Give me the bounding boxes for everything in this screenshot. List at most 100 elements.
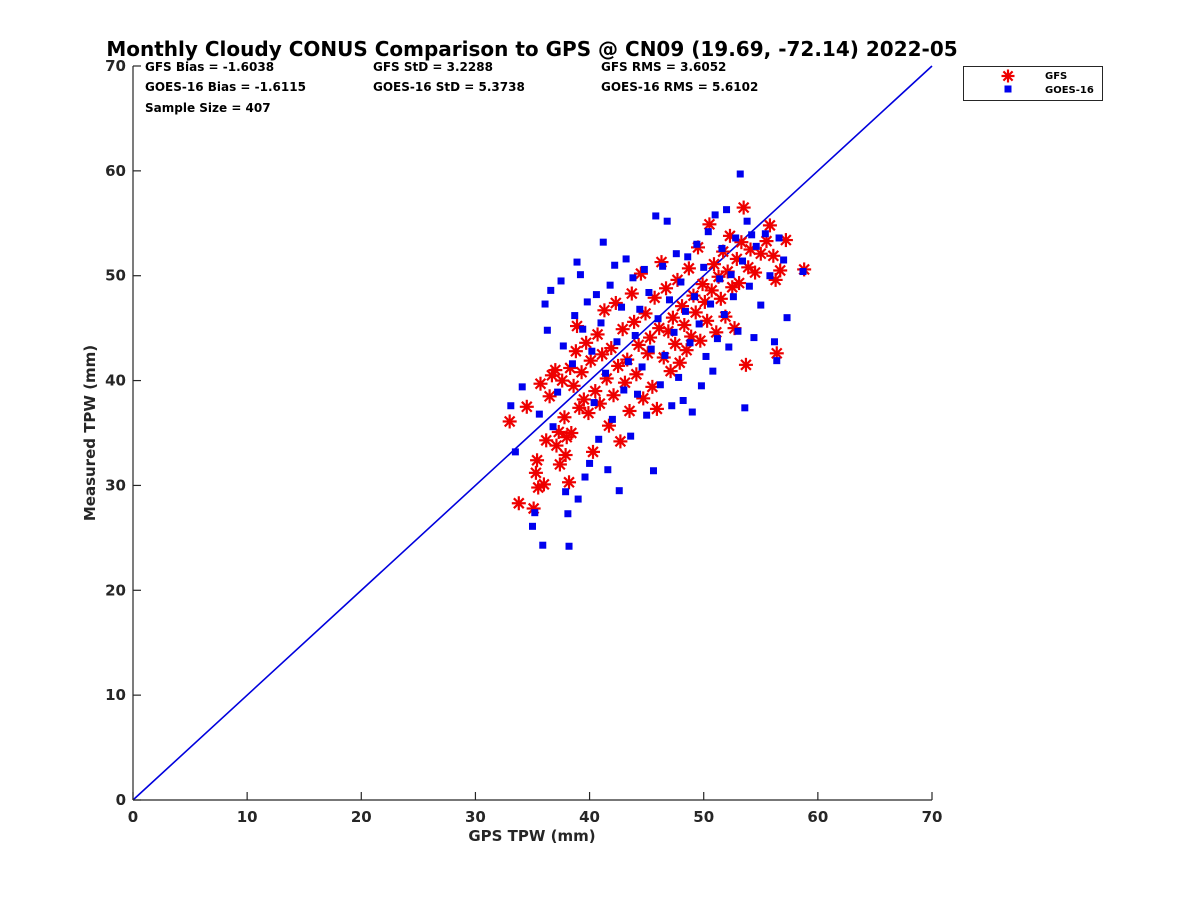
goes16-point [799, 268, 807, 276]
y-tick-label: 60 [105, 162, 126, 180]
x-tick-label: 40 [579, 808, 600, 826]
legend-gfs-marker [1001, 69, 1015, 83]
gfs-point [706, 257, 721, 272]
goes16-point [565, 542, 573, 550]
goes16-point [629, 274, 637, 282]
gfs-point [608, 295, 623, 310]
goes16-point [741, 404, 749, 412]
gfs-point [748, 265, 763, 280]
gfs-point [536, 477, 551, 492]
goes16-point [638, 363, 646, 371]
gfs-point [611, 358, 626, 373]
goes16-point [654, 315, 662, 323]
goes16-point [649, 467, 657, 475]
goes16-point [579, 325, 587, 333]
goes16-point [684, 253, 692, 261]
goes16-point [748, 231, 756, 239]
goes16-point [681, 307, 689, 315]
gfs-point [636, 391, 651, 406]
gfs-point [542, 389, 557, 404]
gfs-point [677, 317, 692, 332]
gfs-point [762, 218, 777, 233]
goes16-point [780, 256, 788, 264]
gfs-point [595, 347, 610, 362]
gfs-point [672, 355, 687, 370]
gfs-point [624, 286, 639, 301]
goes16-point [624, 358, 632, 366]
goes16-point [559, 342, 567, 350]
gfs-point [574, 365, 589, 380]
goes16-point [711, 211, 719, 219]
gfs-point [736, 200, 751, 215]
gfs-point [704, 283, 719, 298]
gfs-point [753, 246, 768, 261]
goes16-point [586, 459, 594, 467]
goes16-point [725, 343, 733, 351]
goes16-point [734, 327, 742, 335]
goes16-point [766, 272, 774, 280]
goes16-series [507, 170, 807, 550]
goes16-point [668, 402, 676, 410]
goes16-point [757, 301, 765, 309]
gfs-point [688, 305, 703, 320]
goes16-point [716, 275, 724, 283]
goes16-point [677, 278, 685, 286]
goes16-point [547, 286, 555, 294]
goes16-point [597, 319, 605, 327]
goes16-point [743, 217, 751, 225]
stat-label: GOES-16 Bias = -1.6115 [145, 80, 306, 94]
gfs-point [622, 403, 637, 418]
gfs-point [649, 401, 664, 416]
goes16-point [518, 383, 526, 391]
one-to-one-line [132, 65, 933, 801]
goes16-point [539, 541, 547, 549]
legend-goes16-label: GOES-16 [1045, 85, 1094, 96]
goes16-point [507, 402, 515, 410]
goes16-point [745, 282, 753, 290]
goes16-point [529, 522, 536, 530]
legend-goes16-marker [1004, 85, 1012, 93]
goes16-point [750, 334, 758, 342]
y-tick-label: 10 [105, 686, 126, 704]
goes16-point [783, 314, 791, 322]
stat-label: GFS Bias = -1.6038 [145, 60, 274, 74]
goes16-point [739, 257, 747, 265]
gfs-point [713, 291, 728, 306]
goes16-point [670, 328, 678, 336]
goes16-point [549, 423, 557, 431]
y-tick-label: 40 [105, 372, 126, 390]
goes16-point [571, 312, 579, 320]
x-tick-label: 0 [128, 808, 138, 826]
goes16-point [652, 212, 660, 220]
goes16-point [615, 487, 623, 495]
chart-title: Monthly Cloudy CONUS Comparison to GPS @… [106, 37, 957, 61]
goes16-point [659, 262, 667, 270]
gfs-point [533, 376, 548, 391]
x-tick-label: 50 [693, 808, 714, 826]
y-tick-label: 50 [105, 267, 126, 285]
goes16-point [675, 373, 683, 381]
gfs-point [675, 299, 690, 314]
goes16-point [732, 234, 740, 242]
goes16-point [554, 388, 562, 396]
stat-label: GOES-16 StD = 5.3738 [373, 80, 525, 94]
x-tick-label: 70 [922, 808, 943, 826]
gfs-point [627, 314, 642, 329]
goes16-point [647, 345, 655, 353]
y-tick-label: 70 [105, 57, 126, 75]
goes16-point [631, 331, 639, 339]
x-tick-label: 20 [351, 808, 372, 826]
goes16-point [718, 244, 726, 252]
goes16-point [599, 238, 607, 246]
x-tick-label: 60 [807, 808, 828, 826]
gfs-point [681, 261, 696, 276]
legend-box [963, 66, 1103, 101]
gfs-point [668, 336, 683, 351]
legend-gfs-label: GFS [1045, 71, 1067, 82]
goes16-point [557, 277, 565, 285]
gfs-point [549, 438, 564, 453]
gfs-point [519, 399, 534, 414]
goes16-point [643, 411, 651, 419]
gfs-point [557, 410, 572, 425]
